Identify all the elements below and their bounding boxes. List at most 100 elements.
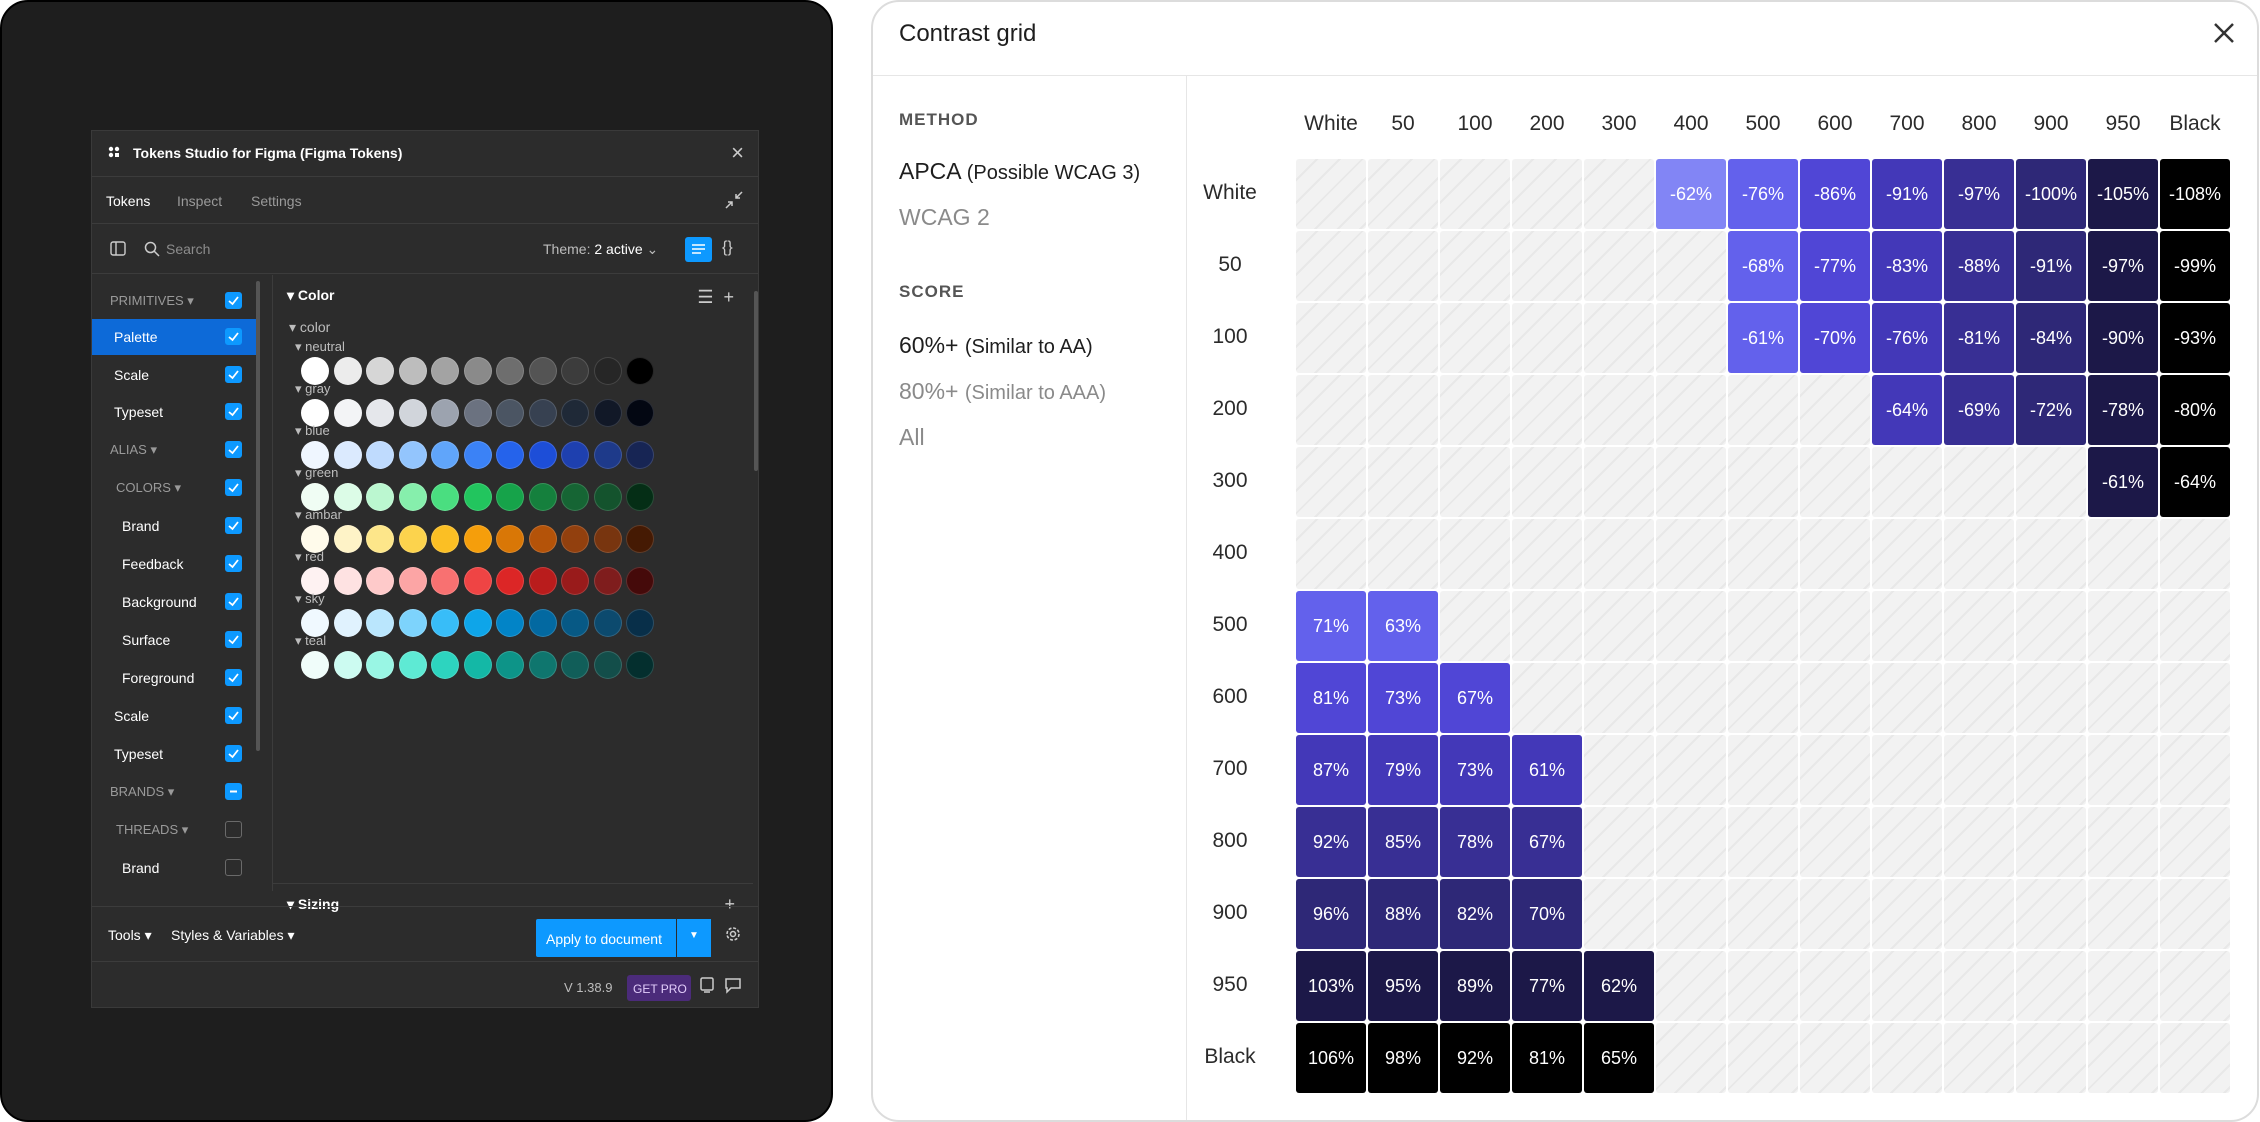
contrast-cell[interactable]	[1800, 951, 1870, 1021]
tab-settings[interactable]: Settings	[251, 193, 302, 209]
contrast-cell[interactable]	[1944, 519, 2014, 589]
color-swatch[interactable]	[301, 609, 329, 637]
contrast-cell[interactable]	[2160, 807, 2230, 877]
contrast-cell[interactable]	[1512, 375, 1582, 445]
color-group-heading[interactable]: ▾ Color	[287, 287, 335, 303]
contrast-cell[interactable]	[1728, 951, 1798, 1021]
contrast-cell[interactable]	[1800, 519, 1870, 589]
color-swatch[interactable]	[333, 441, 362, 469]
contrast-cell[interactable]	[1368, 159, 1438, 229]
color-swatch[interactable]	[593, 651, 622, 679]
contrast-cell[interactable]	[1512, 231, 1582, 301]
color-swatch[interactable]	[398, 441, 427, 469]
checkbox[interactable]	[225, 593, 242, 610]
contrast-cell[interactable]	[1728, 735, 1798, 805]
color-swatch[interactable]	[561, 399, 589, 427]
contrast-cell[interactable]	[1872, 951, 1942, 1021]
collapse-icon[interactable]	[724, 190, 744, 210]
contrast-cell[interactable]	[1728, 879, 1798, 949]
contrast-cell[interactable]: 106%	[1296, 1023, 1366, 1093]
contrast-cell[interactable]: -76%	[1728, 159, 1798, 229]
contrast-cell[interactable]	[1656, 1023, 1726, 1093]
color-swatch[interactable]	[593, 441, 622, 469]
contrast-cell[interactable]: -83%	[1872, 231, 1942, 301]
contrast-cell[interactable]: -90%	[2088, 303, 2158, 373]
contrast-cell[interactable]	[1800, 807, 1870, 877]
color-swatch[interactable]	[626, 399, 654, 427]
contrast-cell[interactable]	[1584, 807, 1654, 877]
color-swatch[interactable]	[431, 357, 459, 385]
contrast-cell[interactable]	[2160, 735, 2230, 805]
contrast-cell[interactable]: -81%	[1944, 303, 2014, 373]
checkbox[interactable]	[225, 517, 242, 534]
color-swatch[interactable]	[626, 483, 654, 511]
checkbox[interactable]	[225, 366, 242, 383]
color-swatch[interactable]	[463, 483, 492, 511]
contrast-cell[interactable]	[2016, 519, 2086, 589]
color-swatch[interactable]	[366, 651, 394, 679]
contrast-cell[interactable]	[1584, 303, 1654, 373]
tab-inspect[interactable]: Inspect	[177, 193, 223, 209]
apply-dropdown-button[interactable]: ▼	[677, 919, 711, 957]
contrast-cell[interactable]	[1440, 159, 1510, 229]
contrast-cell[interactable]	[1944, 879, 2014, 949]
sidebar-item[interactable]: COLORS ▾	[92, 470, 257, 506]
contrast-cell[interactable]: -84%	[2016, 303, 2086, 373]
color-swatch[interactable]	[496, 567, 524, 595]
contrast-cell[interactable]: -97%	[1944, 159, 2014, 229]
color-swatch[interactable]	[366, 609, 394, 637]
contrast-cell[interactable]: -99%	[2160, 231, 2230, 301]
sidebar-item[interactable]: Palette	[92, 319, 257, 355]
contrast-cell[interactable]: 103%	[1296, 951, 1366, 1021]
contrast-cell[interactable]	[1512, 303, 1582, 373]
contrast-cell[interactable]: -61%	[1728, 303, 1798, 373]
contrast-cell[interactable]	[1656, 231, 1726, 301]
color-swatch[interactable]	[593, 567, 622, 595]
contrast-cell[interactable]: 87%	[1296, 735, 1366, 805]
contrast-cell[interactable]	[1440, 519, 1510, 589]
color-swatch[interactable]	[333, 483, 362, 511]
color-swatch[interactable]	[431, 567, 459, 595]
contrast-cell[interactable]: 65%	[1584, 1023, 1654, 1093]
color-swatch[interactable]	[431, 651, 459, 679]
color-swatch[interactable]	[496, 441, 524, 469]
contrast-cell[interactable]	[2160, 951, 2230, 1021]
color-swatch[interactable]	[431, 441, 459, 469]
contrast-cell[interactable]	[2160, 879, 2230, 949]
contrast-cell[interactable]	[1800, 1023, 1870, 1093]
contrast-cell[interactable]	[2088, 807, 2158, 877]
contrast-cell[interactable]	[2016, 1023, 2086, 1093]
contrast-cell[interactable]	[1656, 375, 1726, 445]
contrast-cell[interactable]: 81%	[1296, 663, 1366, 733]
color-swatch[interactable]	[333, 651, 362, 679]
color-swatch[interactable]	[301, 399, 329, 427]
contrast-cell[interactable]	[1728, 375, 1798, 445]
sidebar-item[interactable]: Foreground	[92, 660, 257, 696]
contrast-cell[interactable]	[1872, 591, 1942, 661]
contrast-cell[interactable]	[1512, 519, 1582, 589]
add-icon[interactable]: +	[723, 287, 734, 307]
color-swatch[interactable]	[333, 525, 362, 553]
sizing-group[interactable]: ▾ Sizing +	[273, 883, 753, 923]
contrast-cell[interactable]	[2160, 519, 2230, 589]
color-swatch[interactable]	[431, 525, 459, 553]
apply-to-document-button[interactable]: Apply to document	[536, 919, 676, 957]
theme-selector[interactable]: Theme: 2 active ⌄	[543, 241, 659, 257]
color-swatch[interactable]	[593, 525, 622, 553]
contrast-cell[interactable]	[1368, 231, 1438, 301]
contrast-cell[interactable]	[1440, 375, 1510, 445]
color-swatch[interactable]	[561, 651, 589, 679]
contrast-cell[interactable]	[1944, 951, 2014, 1021]
contrast-cell[interactable]	[2160, 1023, 2230, 1093]
color-swatch[interactable]	[528, 525, 557, 553]
color-swatch[interactable]	[398, 525, 427, 553]
sidebar-item[interactable]: Surface	[92, 622, 257, 658]
color-swatch[interactable]	[561, 483, 589, 511]
get-pro-badge[interactable]: GET PRO	[627, 975, 691, 1001]
color-swatch[interactable]	[528, 567, 557, 595]
palette-name[interactable]: ▾ green	[295, 465, 339, 480]
contrast-cell[interactable]	[1368, 375, 1438, 445]
contrast-cell[interactable]: 63%	[1368, 591, 1438, 661]
palette-name[interactable]: ▾ sky	[295, 591, 325, 606]
color-swatch[interactable]	[463, 441, 492, 469]
